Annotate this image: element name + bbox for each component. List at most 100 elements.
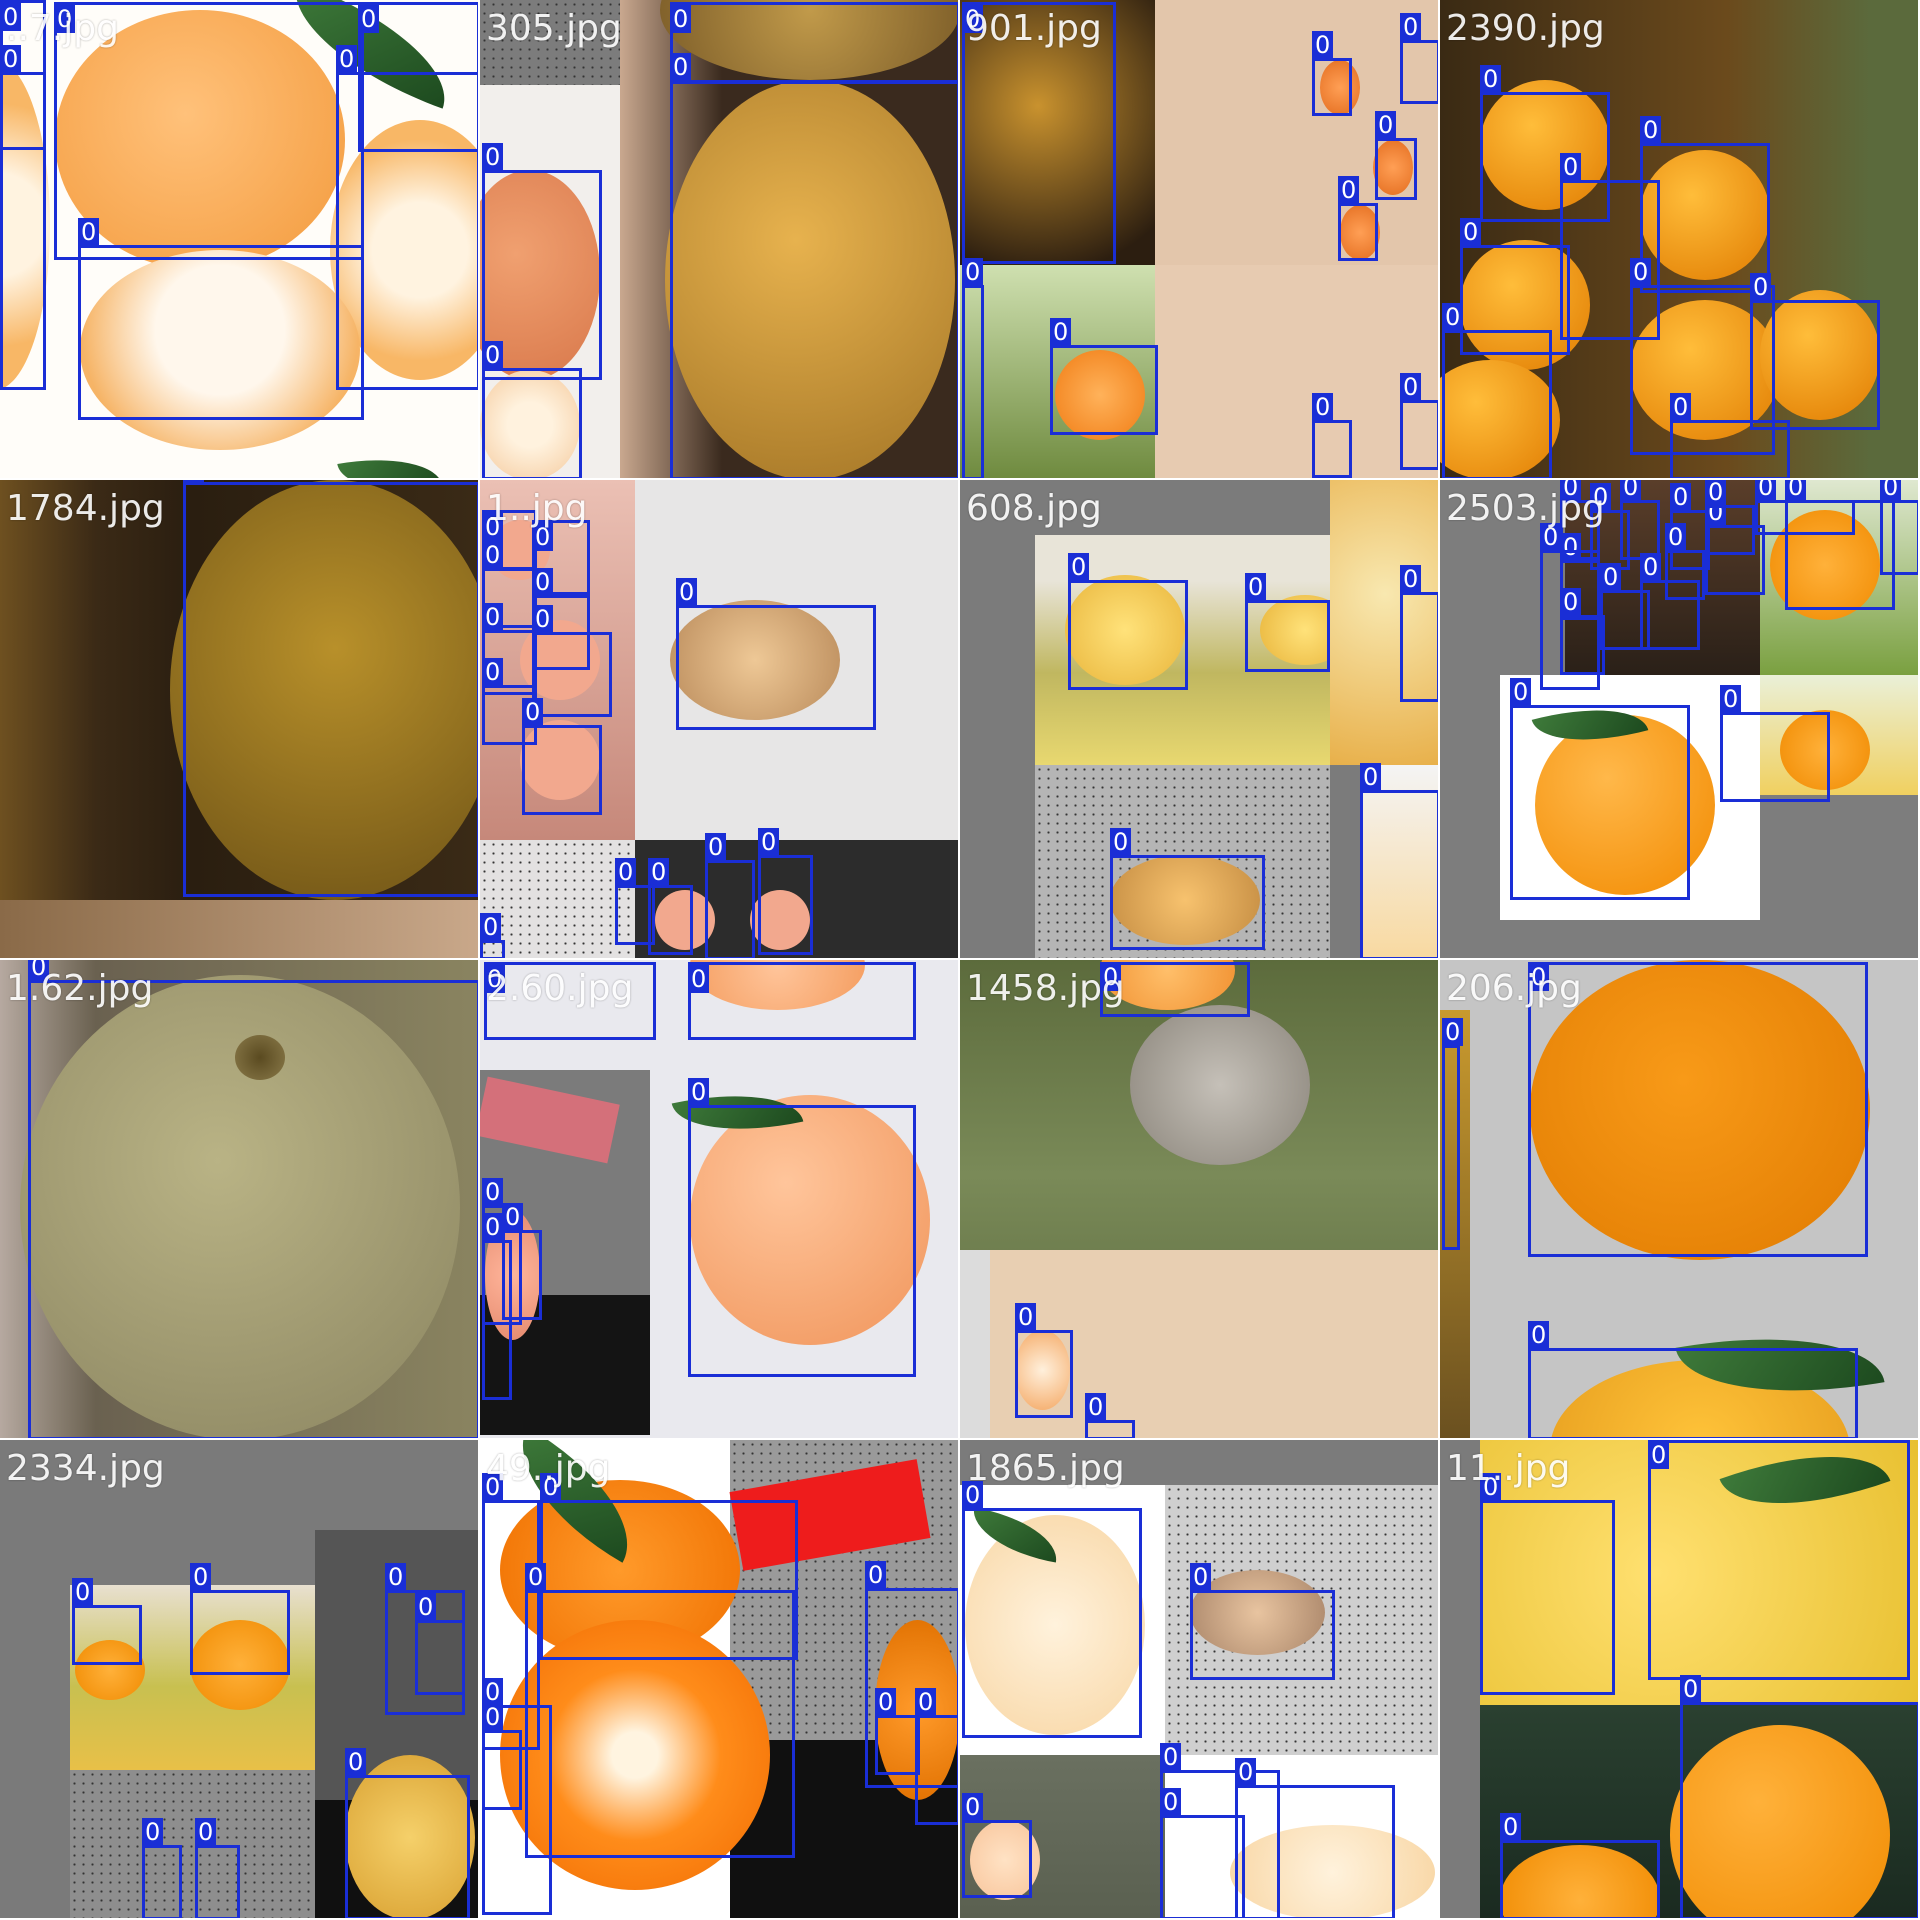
bounding-box: 0 (484, 962, 656, 1040)
tile-filename: 2.60.jpg (486, 968, 634, 1009)
bounding-box: 0 (78, 218, 364, 420)
bounding-box: 0 (1620, 480, 1660, 560)
mosaic-tile: 2503.jpg 0 0 0 0 0 0 0 0 0 0 0 0 0 0 0 0… (1440, 480, 1920, 960)
class-label: 0 (1590, 483, 1612, 511)
class-label: 0 (670, 53, 692, 81)
class-label: 0 (962, 5, 984, 33)
bounding-box: 0 (1245, 573, 1330, 672)
class-label: 0 (1540, 523, 1562, 551)
class-label: 0 (480, 913, 502, 941)
bounding-box: 0 (688, 1078, 916, 1377)
bounding-box: 0 (1235, 1758, 1395, 1918)
class-label: 0 (190, 1563, 212, 1591)
mosaic-tile: ..7.jpg 0 0 0 0 0 0 (0, 0, 480, 480)
class-label: 0 (1528, 1321, 1550, 1349)
class-label: 0 (358, 5, 380, 33)
bounding-box: 0 (482, 341, 582, 478)
tile-filename: 2334.jpg (6, 1448, 165, 1489)
bounding-box: 0 (670, 53, 958, 478)
class-label: 0 (1442, 303, 1464, 331)
tile-filename: 608.jpg (966, 488, 1102, 529)
class-label: 0 (875, 1688, 897, 1716)
bounding-box: 0 (1670, 393, 1790, 478)
bounding-box: 0 (1640, 553, 1700, 650)
bounding-box: 0 (532, 605, 612, 717)
bounding-box: 0 (1068, 553, 1188, 690)
bounding-box: 0 (1648, 1440, 1910, 1680)
bounding-box: 0 (190, 1563, 290, 1675)
class-label: 0 (1630, 258, 1652, 286)
class-label: 0 (676, 578, 698, 606)
class-label: 0 (1648, 1441, 1670, 1469)
mosaic-tile: 1865.jpg 0 0 0 0 0 0 (960, 1440, 1440, 1920)
bounding-box: 0 (1015, 1303, 1073, 1418)
class-label: 0 (688, 1078, 710, 1106)
class-label: 0 (1755, 480, 1777, 501)
tile-filename: 11..jpg (1446, 1448, 1571, 1489)
bounding-box: 0 (1050, 318, 1158, 435)
bounding-box: 0 (28, 960, 478, 1438)
mosaic-tile: 11..jpg 0 0 0 0 (1440, 1440, 1920, 1920)
tile-filename: ..7.jpg (6, 8, 119, 49)
class-label: 0 (142, 1818, 164, 1846)
bounding-box: 0 (482, 1703, 522, 1810)
bounding-box: 0 (1442, 1018, 1464, 1250)
class-label: 0 (1085, 1393, 1107, 1421)
class-label: 0 (336, 45, 358, 73)
class-label: 0 (482, 603, 504, 631)
bounding-box: 0 (195, 1818, 240, 1918)
class-label: 0 (1375, 111, 1397, 139)
class-label: 0 (0, 45, 22, 73)
class-label: 0 (1190, 1563, 1212, 1591)
class-label: 0 (1312, 31, 1334, 59)
bounding-box: 0 (1630, 258, 1775, 455)
class-label: 0 (670, 5, 692, 33)
bounding-box: 0 (480, 913, 505, 958)
mosaic-tile: 1..jpg 0 0 0 0 0 0 0 0 0 0 0 0 0 0 (480, 480, 960, 960)
bounding-box: 0 (482, 1473, 540, 1750)
bounding-box: 0 (1560, 153, 1660, 340)
class-label: 0 (1720, 685, 1742, 713)
bounding-box: 0 (615, 858, 655, 945)
bounding-box: 0 (962, 1793, 1032, 1898)
class-label: 0 (1160, 1788, 1182, 1816)
tile-filename: 2503.jpg (1446, 488, 1605, 529)
class-label: 0 (415, 1593, 437, 1621)
bounding-box: 0 (705, 833, 755, 958)
class-label: 0 (962, 1793, 984, 1821)
bounding-box: 0 (915, 1688, 958, 1825)
bounding-box: 0 (0, 45, 46, 390)
bounding-box: 0 (1400, 373, 1438, 470)
bounding-box: 0 (1528, 1321, 1858, 1438)
mosaic-tile: 2334.jpg 0 0 0 0 0 0 0 (0, 1440, 480, 1920)
bounding-box: 0 (865, 1561, 958, 1788)
class-label: 0 (962, 258, 984, 286)
bounding-box: 0 (962, 1481, 1142, 1738)
bounding-box: 0 (1110, 828, 1265, 950)
bounding-box: 0 (648, 858, 693, 955)
class-label: 0 (482, 1178, 504, 1206)
class-label: 0 (482, 1703, 504, 1731)
bounding-box: 0 (1750, 273, 1880, 430)
bounding-box: 0 (1680, 1675, 1918, 1918)
class-label: 0 (1050, 318, 1072, 346)
class-label: 0 (915, 1688, 937, 1716)
bounding-box: 0 (1720, 685, 1830, 802)
class-label: 0 (482, 1678, 504, 1706)
bounding-box: 0 (1600, 563, 1650, 650)
bounding-box: 0 (336, 45, 478, 390)
tile-filename: 1458.jpg (966, 968, 1125, 1009)
class-label: 0 (688, 965, 710, 993)
bounding-box: 0 (1400, 565, 1438, 702)
class-label: 0 (482, 341, 504, 369)
bounding-box: 0 (1160, 1788, 1245, 1918)
bounding-box: 0 (482, 541, 537, 628)
class-label: 0 (482, 513, 504, 541)
mosaic-tile: 2390.jpg 0 0 0 0 0 0 0 0 (1440, 0, 1920, 480)
mosaic-tile: 206.jpg 0 0 0 (1440, 960, 1920, 1440)
bounding-box: 0 (1880, 480, 1918, 575)
bounding-box: 0 (482, 143, 602, 380)
class-label: 0 (1560, 153, 1582, 181)
class-label: 0 (615, 858, 637, 886)
class-label: 0 (482, 143, 504, 171)
